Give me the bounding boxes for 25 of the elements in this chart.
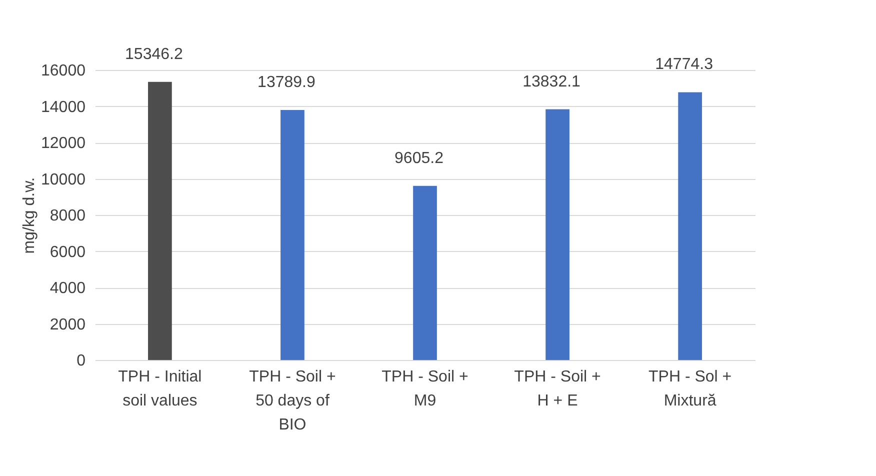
data-label: 9605.2 [394, 150, 444, 167]
data-label: 14774.3 [655, 56, 714, 74]
data-label: 15346.2 [125, 46, 183, 63]
data-label: 13789.9 [258, 74, 316, 92]
y-tick-label: 4000 [50, 280, 86, 297]
y-tick-label: 8000 [50, 208, 86, 224]
x-tick-label: TPH - Soil + M9 [382, 368, 468, 410]
x-tick-label: TPH - Sol + Mixtură [648, 368, 732, 410]
data-label: 13832.1 [522, 73, 581, 90]
x-tick-label: TPH - Initial soil values [118, 368, 202, 410]
x-tick-label: TPH - Soil + 50 days of BIO [249, 368, 336, 434]
bar [280, 110, 304, 360]
y-tick-label: 12000 [41, 135, 86, 152]
bar [413, 186, 437, 360]
y-tick-label: 14000 [41, 98, 86, 116]
bar [678, 92, 702, 360]
y-tick-label: 16000 [41, 62, 86, 80]
x-tick-label: TPH - Soil + H + E [514, 368, 601, 410]
y-tick-label: 6000 [50, 244, 86, 261]
y-tick-label: 10000 [41, 171, 86, 188]
y-tick-label: 2000 [50, 316, 86, 334]
y-tick-label: 0 [76, 352, 86, 370]
y-axis-title: mg/kg d.w. [21, 177, 38, 254]
bar [148, 82, 172, 360]
bar [546, 109, 570, 360]
